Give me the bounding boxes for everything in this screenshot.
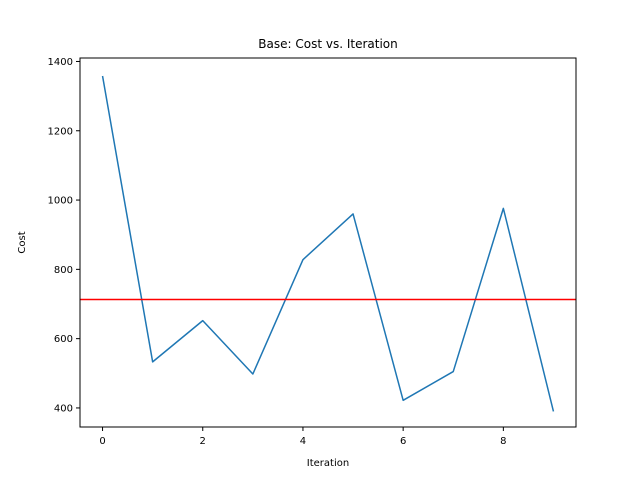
y-tick-label: 1400 bbox=[48, 57, 73, 68]
x-axis: 0 2 4 6 8 bbox=[99, 427, 507, 447]
y-tick-label: 600 bbox=[54, 334, 73, 345]
series-line-0 bbox=[101, 75, 555, 412]
x-tick-label: 0 bbox=[99, 436, 105, 447]
x-tick-label: 4 bbox=[300, 436, 306, 447]
plot-area bbox=[80, 75, 576, 412]
x-tick-label: 2 bbox=[200, 436, 206, 447]
chart-title: Base: Cost vs. Iteration bbox=[258, 37, 397, 51]
x-tick-label: 8 bbox=[500, 436, 506, 447]
y-tick-label: 400 bbox=[54, 403, 73, 414]
y-axis-label: Cost bbox=[17, 231, 28, 253]
y-tick-label: 1200 bbox=[48, 126, 73, 137]
y-axis: 400 600 800 1000 1200 1400 bbox=[48, 57, 80, 414]
y-tick-label: 800 bbox=[54, 265, 73, 276]
axes-frame bbox=[79, 57, 577, 428]
x-axis-label: Iteration bbox=[307, 458, 349, 469]
y-tick-label: 1000 bbox=[48, 196, 73, 207]
x-tick-label: 6 bbox=[400, 436, 406, 447]
